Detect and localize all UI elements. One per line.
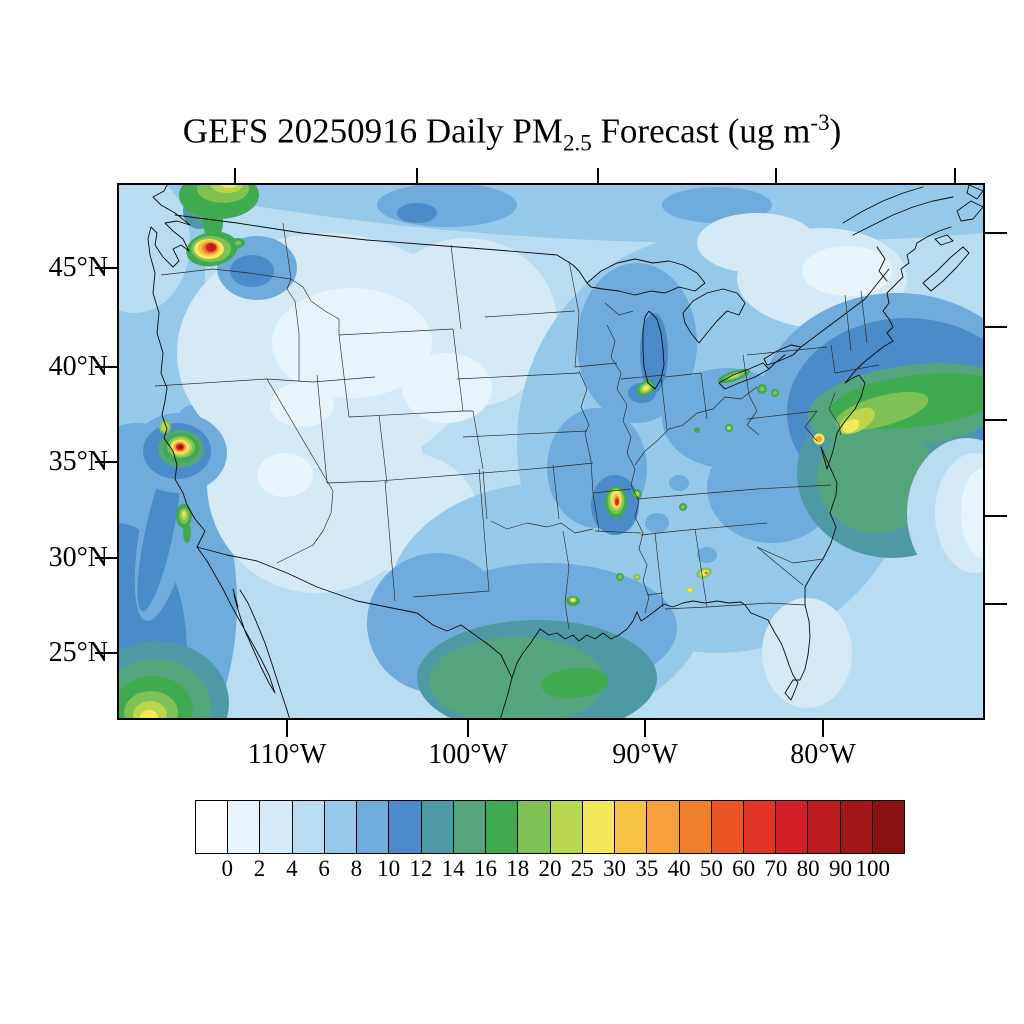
- lat-tick-label: 35°N: [48, 446, 108, 477]
- colorbar-cell: [196, 801, 229, 853]
- map-panel: [117, 183, 985, 720]
- pm-field-layer: [117, 183, 985, 720]
- colorbar-tick-label: 6: [318, 856, 330, 881]
- colorbar-cell: [228, 801, 261, 853]
- colorbar-cell: [679, 801, 712, 853]
- colorbar-cell: [357, 801, 390, 853]
- colorbar-cell: [582, 801, 616, 853]
- colorbar: [195, 800, 905, 854]
- lat-tick-left: [95, 652, 117, 654]
- title-subscript: 2.5: [562, 130, 592, 156]
- colorbar-tick-label: 10: [377, 856, 401, 881]
- lon-tick-label: 80°W: [790, 739, 856, 770]
- colorbar-cell: [776, 801, 809, 853]
- lon-tick-bottom: [822, 720, 824, 737]
- lat-tick-right: [985, 419, 1007, 421]
- lat-tick-label: 30°N: [48, 542, 108, 573]
- colorbar-cell: [421, 801, 454, 853]
- colorbar-tick-label: 0: [221, 856, 234, 881]
- colorbar-tick-label: 2: [253, 856, 266, 881]
- colorbar-tick-label: 90: [828, 856, 852, 881]
- lon-tick-bottom: [286, 720, 288, 737]
- map-frame-border: [117, 183, 985, 720]
- figure-title: GEFS 20250916 Daily PM2.5 Forecast (ug m…: [0, 110, 1024, 157]
- colorbar-cell: [808, 801, 841, 853]
- colorbar-cell: [324, 801, 358, 853]
- colorbar-cell: [840, 801, 873, 853]
- colorbar-cell: [550, 801, 583, 853]
- title-superscript: -3: [810, 110, 830, 135]
- colorbar-tick-label: 14: [441, 856, 465, 881]
- colorbar-tick-label: 50: [699, 856, 723, 881]
- lon-tick-top: [954, 168, 956, 183]
- lon-tick-label: 90°W: [612, 739, 678, 770]
- colorbar-cell: [260, 801, 293, 853]
- colorbar-cell: [292, 801, 325, 853]
- lat-tick-left: [95, 557, 117, 559]
- colorbar-tick-label: 12: [409, 856, 433, 881]
- lat-tick-right: [985, 232, 1007, 234]
- us-pm25-map-image: [117, 183, 985, 720]
- lat-tick-right: [985, 603, 1007, 605]
- colorbar-cell: [518, 801, 551, 853]
- colorbar-tick-label: 30: [603, 856, 627, 881]
- lon-tick-top: [416, 168, 418, 183]
- lat-tick-label: 40°N: [48, 351, 108, 382]
- colorbar-tick-label: 18: [506, 856, 530, 881]
- colorbar-tick-label: 80: [796, 856, 820, 881]
- lon-tick-top: [234, 168, 236, 183]
- lon-tick-top: [597, 168, 599, 183]
- colorbar-tick-label: 35: [635, 856, 659, 881]
- lat-tick-left: [95, 267, 117, 269]
- lon-tick-bottom: [644, 720, 646, 737]
- lat-tick-left: [95, 366, 117, 368]
- colorbar-cell: [453, 801, 487, 853]
- lon-tick-top: [775, 168, 777, 183]
- colorbar-tick-label: 70: [764, 856, 788, 881]
- colorbar-tick-label: 4: [286, 856, 298, 881]
- lon-tick-bottom: [467, 720, 469, 737]
- lon-tick-label: 100°W: [428, 739, 508, 770]
- colorbar-tick-label: 20: [538, 856, 562, 881]
- colorbar-tick-label: 60: [732, 856, 756, 881]
- colorbar-cell: [872, 801, 905, 853]
- title-middle: Forecast (ug m: [591, 111, 811, 151]
- colorbar-cell: [615, 801, 648, 853]
- lat-tick-right: [985, 326, 1007, 328]
- lon-tick-label: 110°W: [247, 739, 327, 770]
- colorbar-tick-label: 8: [350, 856, 363, 881]
- title-suffix: ): [829, 111, 842, 151]
- title-prefix: GEFS 20250916 Daily PM: [182, 111, 563, 151]
- colorbar-cell: [647, 801, 680, 853]
- lat-tick-label: 25°N: [48, 637, 108, 668]
- colorbar-tick-label: 40: [667, 856, 691, 881]
- colorbar-cell: [389, 801, 422, 853]
- lat-tick-right: [985, 515, 1007, 517]
- colorbar-cell: [711, 801, 744, 853]
- colorbar-tick-label: 25: [570, 856, 594, 881]
- lat-tick-label: 45°N: [48, 252, 108, 283]
- coastline-layer: [147, 183, 984, 720]
- colorbar-tick-label: 100: [855, 856, 890, 881]
- colorbar-cell: [486, 801, 519, 853]
- state-borders-layer: [154, 222, 880, 630]
- lat-tick-left: [95, 461, 117, 463]
- colorbar-cell: [743, 801, 777, 853]
- colorbar-tick-label: 16: [473, 856, 497, 881]
